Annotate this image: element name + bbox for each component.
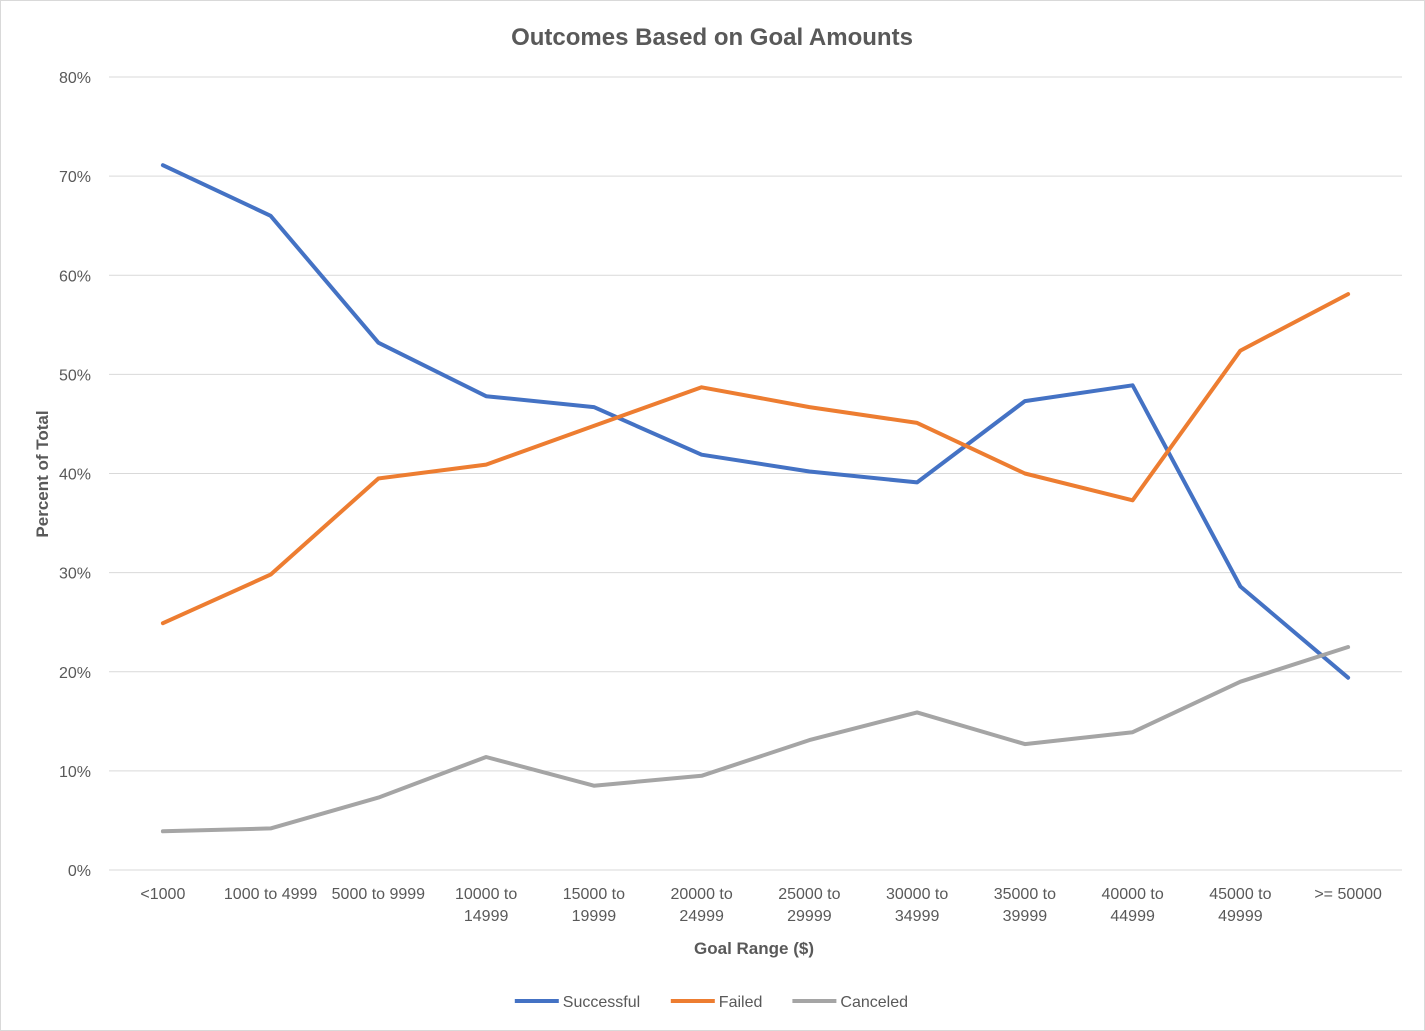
x-tick-label: 35000 to 39999: [994, 886, 1056, 925]
x-tick-label: 45000 to 49999: [1209, 886, 1271, 925]
y-tick-label: 10%: [59, 764, 91, 781]
x-tick-label: 30000 to 34999: [886, 886, 948, 925]
legend-label-canceled: Canceled: [840, 994, 908, 1011]
series-line-successful: [160, 163, 1351, 680]
x-axis-title: Goal Range ($): [694, 939, 814, 958]
y-tick-label: 50%: [59, 367, 91, 384]
x-tick-label: <1000: [140, 886, 185, 903]
y-axis-title: Percent of Total: [33, 410, 52, 537]
series-lines: [160, 163, 1351, 834]
gridlines: [109, 76, 1402, 871]
x-tick-label: 1000 to 4999: [224, 886, 318, 903]
y-tick-label: 0%: [68, 863, 91, 880]
y-tick-label: 70%: [59, 169, 91, 186]
x-tick-label: 25000 to 29999: [778, 886, 840, 925]
y-axis-ticks: 0% 10% 20% 30% 40% 50% 60% 70% 80%: [59, 70, 91, 880]
y-tick-label: 40%: [59, 467, 91, 484]
legend: Successful Failed Canceled: [514, 994, 908, 1011]
x-axis-ticks: <1000 1000 to 4999 5000 to 9999 10000 to 149…: [140, 886, 1382, 925]
y-tick-label: 80%: [59, 70, 91, 87]
chart-title: Outcomes Based on Goal Amounts: [511, 24, 913, 51]
y-tick-label: 60%: [59, 268, 91, 285]
y-tick-label: 20%: [59, 665, 91, 682]
x-tick-label: 40000 to 44999: [1101, 886, 1163, 925]
x-tick-label: 5000 to 9999: [332, 886, 426, 903]
x-tick-label: 15000 to 19999: [563, 886, 625, 925]
series-line-failed: [160, 292, 1351, 626]
x-tick-label: 20000 to 24999: [670, 886, 732, 925]
legend-label-failed: Failed: [719, 994, 763, 1011]
x-tick-label: 10000 to 14999: [455, 886, 517, 925]
y-tick-label: 30%: [59, 566, 91, 583]
x-tick-label: >= 50000: [1314, 886, 1382, 903]
series-line-canceled: [160, 645, 1351, 834]
legend-label-successful: Successful: [563, 994, 640, 1011]
